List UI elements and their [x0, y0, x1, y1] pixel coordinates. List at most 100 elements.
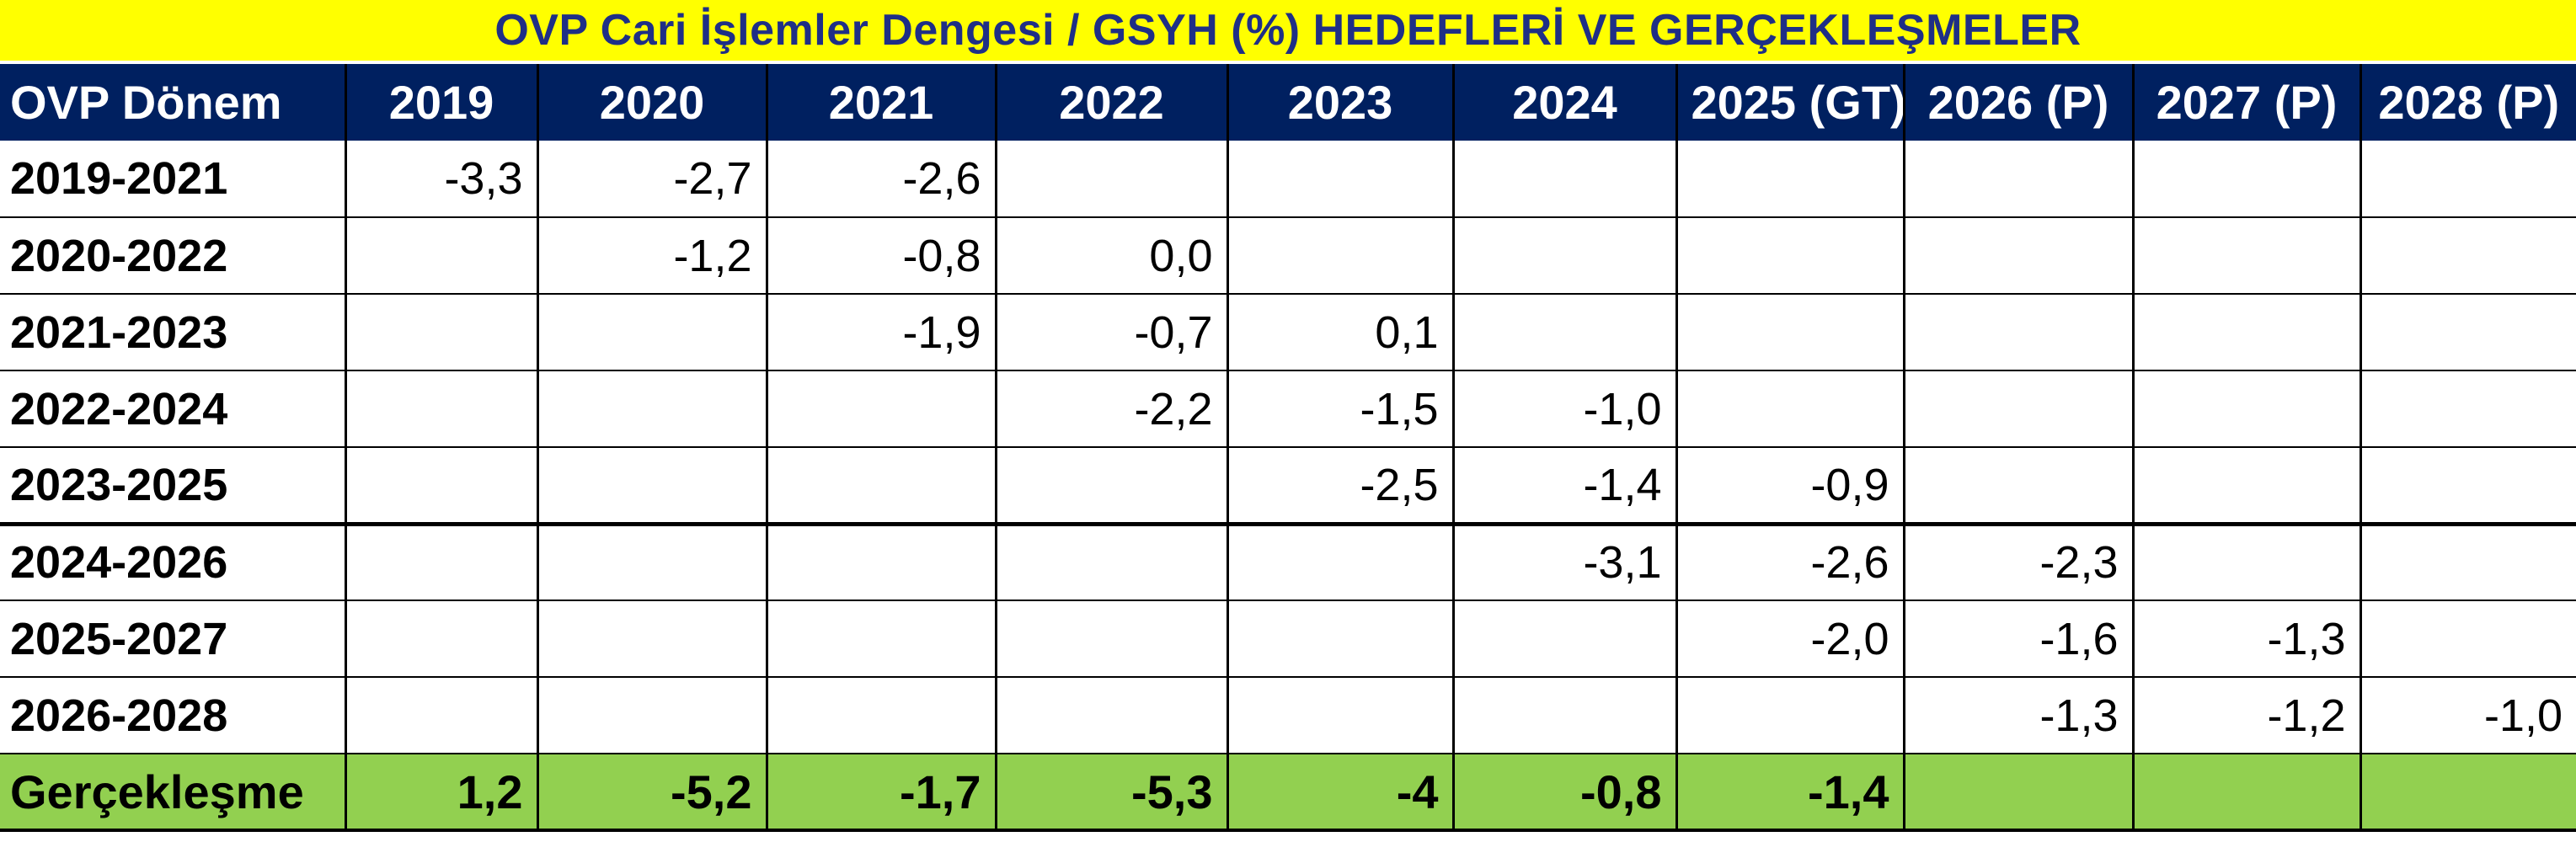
row-label[interactable]: 2020-2022 — [0, 217, 347, 295]
table-cell[interactable] — [2133, 294, 2362, 371]
table-cell[interactable] — [2360, 521, 2576, 601]
row-label[interactable]: 2023-2025 — [0, 447, 347, 525]
header-cell-2027[interactable]: 2027 (P) — [2133, 64, 2362, 141]
table-cell[interactable] — [345, 217, 539, 295]
row-label[interactable]: 2021-2023 — [0, 294, 347, 371]
table-cell[interactable] — [1453, 600, 1678, 678]
table-cell[interactable]: -3,3 — [345, 141, 539, 218]
table-cell[interactable] — [1676, 294, 1905, 371]
table-cell[interactable]: -1,6 — [1904, 600, 2135, 678]
table-cell[interactable]: -1,2 — [2133, 677, 2362, 754]
header-cell-2023[interactable]: 2023 — [1227, 64, 1455, 141]
table-cell[interactable]: -2,2 — [996, 370, 1229, 448]
table-cell[interactable] — [537, 521, 768, 601]
table-cell[interactable] — [345, 600, 539, 678]
table-cell[interactable] — [1227, 141, 1455, 218]
table-cell[interactable]: -1,3 — [2133, 600, 2362, 678]
row-label[interactable]: 2025-2027 — [0, 600, 347, 678]
table-cell[interactable] — [2133, 217, 2362, 295]
table-cell[interactable]: -1,2 — [537, 217, 768, 295]
actual-cell[interactable] — [2133, 754, 2362, 832]
table-cell[interactable] — [767, 370, 997, 448]
header-cell-2024[interactable]: 2024 — [1453, 64, 1678, 141]
table-cell[interactable]: 0,0 — [996, 217, 1229, 295]
table-cell[interactable] — [767, 677, 997, 754]
table-cell[interactable]: 0,1 — [1227, 294, 1455, 371]
table-cell[interactable] — [1227, 521, 1455, 601]
table-cell[interactable] — [537, 600, 768, 678]
table-cell[interactable]: -2,6 — [1676, 521, 1905, 601]
table-cell[interactable] — [537, 447, 768, 525]
table-cell[interactable]: -0,8 — [767, 217, 997, 295]
table-cell[interactable]: -3,1 — [1453, 521, 1678, 601]
table-cell[interactable] — [2360, 141, 2576, 218]
table-cell[interactable] — [1904, 447, 2135, 525]
table-cell[interactable] — [345, 521, 539, 601]
table-cell[interactable] — [1227, 677, 1455, 754]
table-cell[interactable] — [2360, 294, 2576, 371]
table-cell[interactable]: -2,5 — [1227, 447, 1455, 525]
header-cell-2021[interactable]: 2021 — [767, 64, 997, 141]
table-cell[interactable] — [1676, 677, 1905, 754]
header-cell-2028[interactable]: 2028 (P) — [2360, 64, 2576, 141]
header-cell-period[interactable]: OVP Dönem — [0, 64, 347, 141]
table-cell[interactable] — [345, 294, 539, 371]
table-cell[interactable] — [1453, 141, 1678, 218]
header-cell-2022[interactable]: 2022 — [996, 64, 1229, 141]
table-cell[interactable] — [996, 447, 1229, 525]
table-cell[interactable] — [767, 600, 997, 678]
table-cell[interactable] — [1676, 217, 1905, 295]
table-cell[interactable] — [1453, 677, 1678, 754]
table-cell[interactable] — [2360, 600, 2576, 678]
table-cell[interactable]: -1,4 — [1453, 447, 1678, 525]
actual-row-label[interactable]: Gerçekleşme — [0, 754, 347, 832]
table-cell[interactable] — [1676, 141, 1905, 218]
table-cell[interactable]: -1,9 — [767, 294, 997, 371]
table-cell[interactable] — [1227, 217, 1455, 295]
table-cell[interactable] — [1676, 370, 1905, 448]
table-cell[interactable] — [996, 141, 1229, 218]
table-cell[interactable]: -0,9 — [1676, 447, 1905, 525]
table-cell[interactable] — [1904, 141, 2135, 218]
row-label[interactable]: 2026-2028 — [0, 677, 347, 754]
table-cell[interactable] — [537, 294, 768, 371]
header-cell-2025[interactable]: 2025 (GT) — [1676, 64, 1905, 141]
table-cell[interactable] — [2360, 217, 2576, 295]
table-cell[interactable] — [767, 447, 997, 525]
table-cell[interactable] — [2133, 370, 2362, 448]
table-cell[interactable] — [345, 677, 539, 754]
row-label[interactable]: 2022-2024 — [0, 370, 347, 448]
table-cell[interactable] — [537, 370, 768, 448]
table-cell[interactable] — [345, 370, 539, 448]
table-cell[interactable] — [2360, 370, 2576, 448]
table-cell[interactable]: -1,0 — [1453, 370, 1678, 448]
table-cell[interactable] — [1453, 294, 1678, 371]
actual-cell[interactable]: -1,4 — [1676, 754, 1905, 832]
table-cell[interactable] — [1453, 217, 1678, 295]
row-label[interactable]: 2024-2026 — [0, 521, 347, 601]
actual-cell[interactable]: -5,2 — [537, 754, 768, 832]
table-cell[interactable] — [996, 521, 1229, 601]
header-cell-2019[interactable]: 2019 — [345, 64, 539, 141]
table-cell[interactable] — [1904, 294, 2135, 371]
table-cell[interactable]: -2,7 — [537, 141, 768, 218]
header-cell-2026[interactable]: 2026 (P) — [1904, 64, 2135, 141]
table-cell[interactable] — [996, 677, 1229, 754]
table-cell[interactable] — [2133, 141, 2362, 218]
actual-cell[interactable]: -4 — [1227, 754, 1455, 832]
actual-cell[interactable]: -0,8 — [1453, 754, 1678, 832]
table-cell[interactable]: -0,7 — [996, 294, 1229, 371]
table-cell[interactable]: -2,6 — [767, 141, 997, 218]
row-label[interactable]: 2019-2021 — [0, 141, 347, 218]
table-cell[interactable] — [996, 600, 1229, 678]
actual-cell[interactable]: 1,2 — [345, 754, 539, 832]
table-cell[interactable] — [2133, 447, 2362, 525]
actual-cell[interactable]: -1,7 — [767, 754, 997, 832]
table-cell[interactable]: -2,3 — [1904, 521, 2135, 601]
table-cell[interactable] — [2360, 447, 2576, 525]
table-cell[interactable] — [2133, 521, 2362, 601]
table-cell[interactable]: -1,5 — [1227, 370, 1455, 448]
table-cell[interactable] — [1904, 217, 2135, 295]
actual-cell[interactable] — [2360, 754, 2576, 832]
actual-cell[interactable] — [1904, 754, 2135, 832]
